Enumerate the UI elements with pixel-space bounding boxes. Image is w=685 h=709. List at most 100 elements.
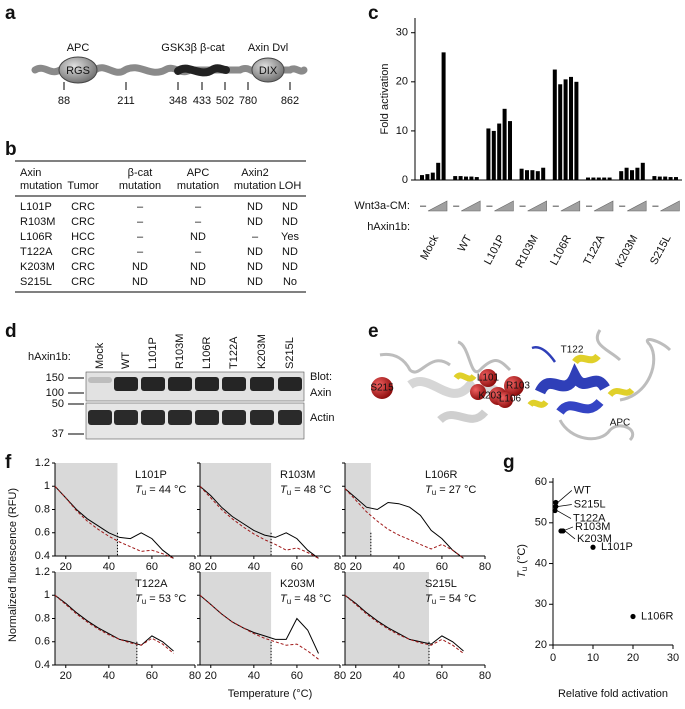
table-cell: No [283, 276, 297, 288]
x-tick-label: 60 [146, 670, 158, 682]
table-cell: ND [247, 276, 263, 288]
rgs-domain [58, 56, 98, 84]
untreated-mark: – [486, 200, 493, 212]
table-cell: CRC [71, 216, 95, 228]
untreated-mark: – [520, 200, 527, 212]
table-cell: S215L [20, 276, 52, 288]
bar [486, 128, 491, 180]
actin-band [88, 410, 112, 425]
panel-letter: f [5, 452, 12, 473]
x-tick-label: 0 [550, 652, 556, 664]
table-cell: – [137, 246, 144, 258]
table-cell: – [137, 216, 144, 228]
mutant-label: T122A [135, 578, 168, 590]
table-cell: ND [247, 261, 263, 273]
tu-value: = 54 °C [436, 593, 476, 605]
x-tick-label: 60 [436, 670, 448, 682]
x-tick-label: 20 [60, 561, 72, 573]
table-cell: ND [132, 261, 148, 273]
point-label: R103M [575, 521, 610, 533]
residue-label: APC [610, 418, 631, 429]
x-tick-label: 40 [393, 670, 405, 682]
x-tick-label: 60 [291, 670, 303, 682]
x-tick-label: 20 [205, 670, 217, 682]
coil [379, 352, 451, 374]
dose-wedge [593, 200, 614, 212]
position-label: 433 [193, 95, 211, 107]
bar [663, 176, 668, 180]
lane-label: R103M [174, 334, 186, 369]
y-axis-label: Tu (°C) [516, 544, 529, 578]
table-header: LOH [279, 180, 302, 192]
bar [530, 170, 535, 180]
y-tick-label: 50 [535, 517, 547, 529]
bar [569, 76, 573, 180]
tu-label: Tu = 48 °C [280, 484, 331, 497]
dose-wedge [627, 200, 647, 212]
wt-curve [54, 594, 174, 652]
point-label: L106R [641, 610, 673, 622]
mutant-label: K203M [280, 578, 315, 590]
x-tick-label: WT [456, 233, 475, 254]
coil [596, 329, 622, 362]
y-tick-label: 0.8 [35, 503, 50, 515]
x-tick-label: 60 [291, 561, 303, 573]
bar [497, 123, 502, 180]
leader [564, 530, 576, 540]
residue-sphere [479, 369, 497, 387]
y-tick-label: 0.6 [35, 636, 50, 648]
lane-label: T122A [228, 336, 240, 369]
bar [657, 176, 662, 180]
table-cell: – [195, 201, 202, 213]
point-label: L101P [601, 541, 633, 553]
table-header: Axin [20, 167, 41, 179]
unfolded-shade [200, 572, 272, 665]
table-cell: CRC [71, 276, 95, 288]
lane-label: K203M [256, 334, 268, 369]
apc-peptide [531, 346, 557, 363]
untreated-mark: – [453, 200, 460, 212]
table-header: Tumor [67, 180, 99, 192]
y-tick-label: 0.6 [35, 527, 50, 539]
bar [541, 167, 546, 180]
residue-label: K203 [478, 391, 502, 402]
table-cell: L106R [20, 231, 52, 243]
actin-band [222, 410, 246, 425]
position-label: 862 [281, 95, 299, 107]
y-axis-label: Normalized fluorescence (RFU) [7, 488, 19, 642]
axin-band [141, 377, 165, 391]
bar [640, 162, 645, 180]
table-cell: T122A [20, 246, 53, 258]
y-tick-label: 40 [535, 557, 547, 569]
y-tick-label: 1.2 [35, 566, 50, 578]
panel-letter: b [5, 139, 17, 160]
lane-label: Mock [94, 342, 106, 369]
x-tick-label: 10 [587, 652, 599, 664]
bar [458, 176, 463, 180]
table-cell: – [137, 201, 144, 213]
point [552, 507, 558, 514]
helix-yellow [527, 399, 549, 408]
untreated-mark: – [619, 200, 626, 212]
x-tick-label: 30 [667, 652, 679, 664]
bar [525, 170, 529, 180]
y-tick-label: 20 [396, 76, 408, 88]
residue-label: R103 [506, 381, 530, 392]
helix-gray [407, 377, 504, 398]
tu-value: = 48 °C [291, 484, 331, 496]
axin-band [114, 377, 138, 391]
bar [420, 175, 424, 180]
point-label: K203M [577, 533, 612, 545]
mutant-label: L106R [425, 469, 457, 481]
x-tick-label: 80 [334, 561, 346, 573]
bar [602, 177, 607, 180]
residue-sphere [470, 384, 486, 400]
row-label: Wnt3a-CM: [354, 200, 410, 212]
x-tick-label: S215L [648, 233, 674, 267]
helix-blue [534, 363, 610, 395]
tu-label: Tu = 44 °C [135, 484, 186, 497]
tu-subscript: u [287, 488, 291, 497]
x-axis-label: Temperature (°C) [228, 688, 312, 700]
tu-label: Tu = 48 °C [280, 593, 331, 606]
coil [558, 419, 634, 442]
